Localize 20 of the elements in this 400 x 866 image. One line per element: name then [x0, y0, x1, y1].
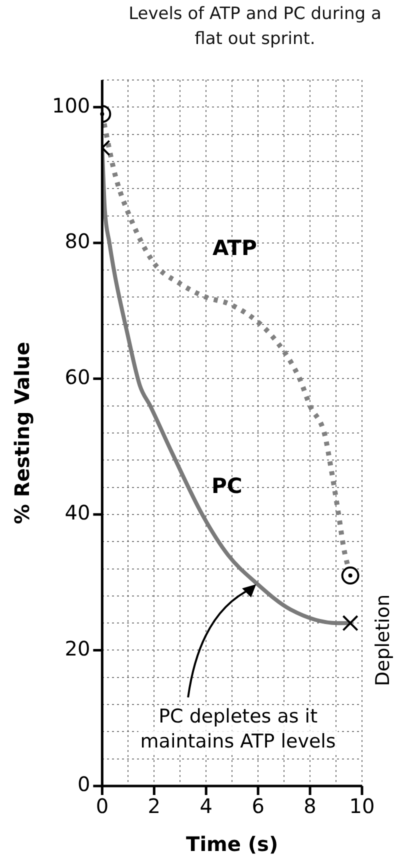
- point: [348, 574, 352, 578]
- x-axis-title: Time (s): [186, 832, 278, 856]
- annotation: PC depletes as it maintains ATP levels: [140, 705, 336, 752]
- y-tick-label: 0: [77, 772, 90, 796]
- x-tick-label: 10: [349, 794, 375, 818]
- series-label: PC: [211, 474, 242, 498]
- y-tick-label: 40: [64, 500, 90, 525]
- x-tick-label: 8: [304, 794, 316, 818]
- x-tick-label: 2: [148, 794, 161, 818]
- y-tick-label: 20: [64, 636, 90, 660]
- x-tick-label: 6: [252, 794, 264, 818]
- chart-title: Levels of ATP and PC during a flat out sprint.: [128, 3, 382, 51]
- y-tick-label: 80: [64, 229, 90, 254]
- x-tick-label: 4: [200, 794, 212, 818]
- series-label: ATP: [212, 236, 257, 260]
- y-tick-label: 100: [52, 93, 90, 118]
- y-axis-title: % Resting Value: [10, 342, 34, 524]
- y-tick-label: 60: [64, 364, 90, 389]
- text: Depletion: [372, 594, 394, 686]
- x-tick-label: 0: [96, 794, 109, 818]
